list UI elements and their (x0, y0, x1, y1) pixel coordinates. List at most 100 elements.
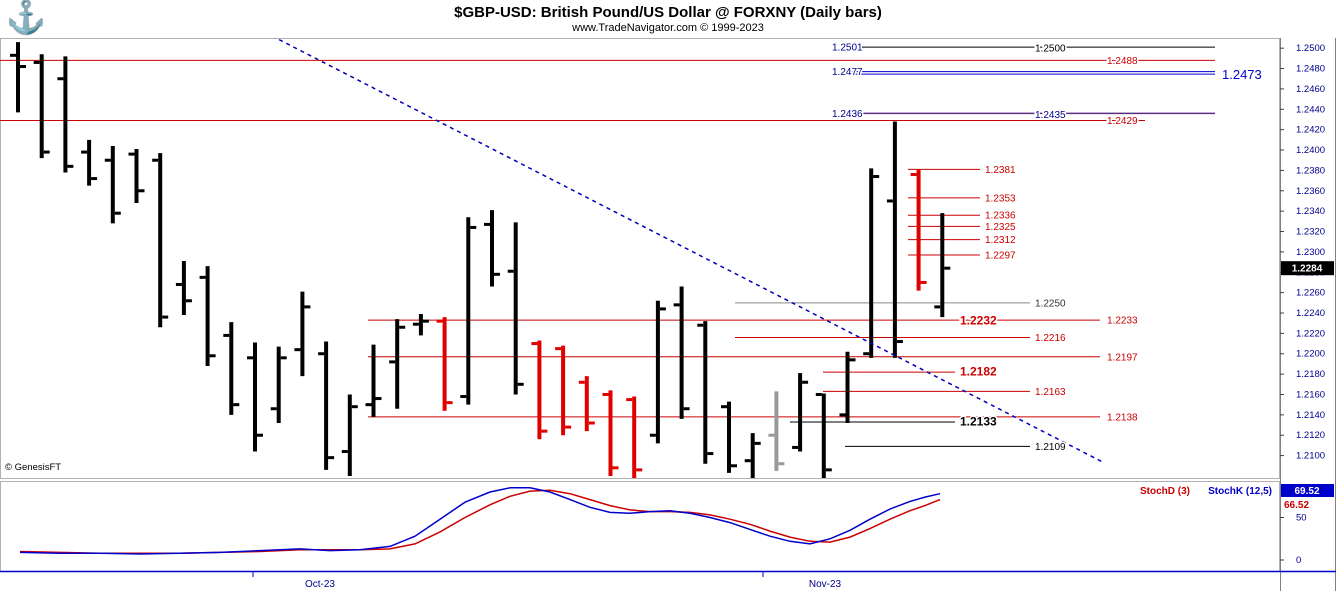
price-axis-label: 1.2240 (1296, 308, 1325, 319)
stoch-d-line (19, 489, 941, 554)
stoch-scale-label: 0 (1296, 555, 1301, 566)
ohlc-bar (602, 390, 619, 476)
price-level-label: 1.2232 (960, 314, 997, 328)
ohlc-bar (934, 213, 951, 318)
price-level-label: 1.2197 (1107, 352, 1138, 363)
ohlc-bar (507, 222, 524, 395)
ohlc-bar (886, 121, 903, 358)
ohlc-bar (104, 145, 121, 224)
price-level-label: 1.2325 (985, 222, 1016, 233)
ohlc-bar (460, 217, 477, 405)
price-level-label: 1.2429 (1107, 116, 1138, 127)
price-axis-label: 1.2320 (1296, 227, 1325, 238)
main-chart-area[interactable] (0, 38, 1280, 479)
downtrend-line (274, 38, 1103, 463)
price-level-label: 1.2312 (985, 235, 1016, 246)
price-axis-label: 1.2220 (1296, 328, 1325, 339)
price-axis-label: 1.2460 (1296, 84, 1325, 95)
stoch-d-legend: StochD (3) (1140, 486, 1190, 497)
price-level-label: 1.2233 (1107, 316, 1138, 327)
ohlc-bar (10, 42, 26, 113)
price-level-label: 1.2182 (960, 365, 997, 379)
price-axis-label: 1.2500 (1296, 43, 1325, 54)
ohlc-bar (673, 286, 690, 419)
price-level-label: 1.2500 (1035, 44, 1066, 55)
ohlc-bar (57, 56, 74, 173)
price-axis-label: 1.2360 (1296, 186, 1325, 197)
time-axis-label: Oct-23 (305, 579, 335, 590)
ohlc-bar (128, 149, 145, 203)
ohlc-bar (318, 341, 335, 470)
ohlc-bar (436, 317, 453, 411)
price-level-label: 1.2109 (1035, 442, 1066, 453)
ohlc-bar (626, 396, 643, 478)
price-level-label: 1.2381 (985, 165, 1016, 176)
ohlc-bar (839, 351, 856, 423)
ohlc-bar (199, 266, 216, 366)
price-axis: 1.2500 1.2480 1.2460 1.2440 1.2420 1.2400 1.23… (1280, 43, 1334, 462)
ohlc-bar (365, 344, 382, 417)
ohlc-bar (341, 394, 358, 476)
price-level-label: 1.2436 (832, 109, 863, 120)
price-level-label: 1.2216 (1035, 333, 1066, 344)
ohlc-bar (815, 392, 832, 478)
price-axis-label: 1.2340 (1296, 206, 1325, 217)
ohlc-bar (721, 401, 737, 473)
ohlc-bar (649, 300, 666, 444)
price-level-label: 1.2473 (1222, 67, 1262, 82)
price-level-labels: 1.2501 1.2500 1.2488 1.2477 1.2473 1.2436 1.24… (831, 41, 1264, 454)
price-level-label: 1.2501 (832, 43, 863, 54)
ohlc-bar (697, 321, 714, 464)
ohlc-bar (247, 342, 263, 452)
chart-header: ⚓ $GBP-USD: British Pound/US Dollar @ FO… (0, 0, 1336, 38)
last-price-value: 1.2284 (1292, 264, 1323, 275)
ohlc-bar (175, 261, 192, 316)
chart-canvas[interactable]: 1.2501 1.2500 1.2488 1.2477 1.2473 1.2436 1.24… (0, 38, 1336, 591)
stoch-k-badge (1281, 484, 1334, 497)
ohlc-bar (531, 340, 548, 440)
price-axis-label: 1.2420 (1296, 125, 1325, 136)
price-axis-label: 1.2160 (1296, 389, 1325, 400)
price-axis-label: 1.2260 (1296, 288, 1325, 299)
price-level-label: 1.2297 (985, 250, 1016, 261)
price-level-label: 1.2477 (832, 67, 863, 78)
stochastic-panel: StochD (3) StochK (12,5) 69.52 66.52 50 0 (0, 481, 1334, 572)
price-level-label: 1.2353 (985, 193, 1016, 204)
ohlc-bar (792, 373, 809, 452)
price-axis-label: 1.2140 (1296, 410, 1325, 421)
stoch-k-legend: StochK (12,5) (1208, 486, 1272, 497)
price-level-label: 1.2163 (1035, 387, 1066, 398)
price-level-label: 1.2250 (1035, 298, 1066, 309)
price-axis-label: 1.2480 (1296, 64, 1325, 75)
ohlc-bar (910, 169, 927, 291)
ohlc-bar (223, 322, 240, 415)
ohlc-bar (33, 54, 50, 159)
page-title: $GBP-USD: British Pound/US Dollar @ FORX… (454, 4, 882, 21)
price-level-label: 1.2488 (1107, 56, 1138, 67)
time-axis-label: Nov-23 (809, 579, 842, 590)
ohlc-bar (294, 291, 311, 377)
ohlc-bar (555, 345, 572, 436)
last-price-badge (1281, 261, 1334, 276)
price-axis-label: 1.2440 (1296, 104, 1325, 115)
ohlc-bar (389, 319, 406, 409)
price-level-label: 1.2435 (1035, 110, 1066, 121)
stoch-k-value: 69.52 (1294, 486, 1319, 497)
anchor-icon[interactable]: ⚓ (6, 0, 46, 35)
ohlc-bar (270, 346, 287, 423)
price-level-label: 1.2336 (985, 211, 1016, 222)
ohlc-bar (484, 210, 500, 287)
stoch-panel-area[interactable] (0, 481, 1280, 572)
ohlc-bar (768, 391, 785, 471)
price-axis-label: 1.2120 (1296, 430, 1325, 441)
price-axis-label: 1.2400 (1296, 145, 1325, 156)
ohlc-bar (81, 139, 98, 186)
price-axis-label: 1.2300 (1296, 247, 1325, 258)
ohlc-bar (863, 168, 880, 358)
stoch-d-value: 66.52 (1284, 500, 1309, 511)
ohlc-bar (412, 314, 429, 336)
price-level-label: 1.2138 (1107, 412, 1138, 423)
time-axis: Oct-23 Nov-23 (0, 570, 1336, 590)
price-level-label: 1.2133 (960, 414, 997, 428)
chart-subtitle: www.TradeNavigator.com © 1999-2023 (572, 22, 764, 34)
